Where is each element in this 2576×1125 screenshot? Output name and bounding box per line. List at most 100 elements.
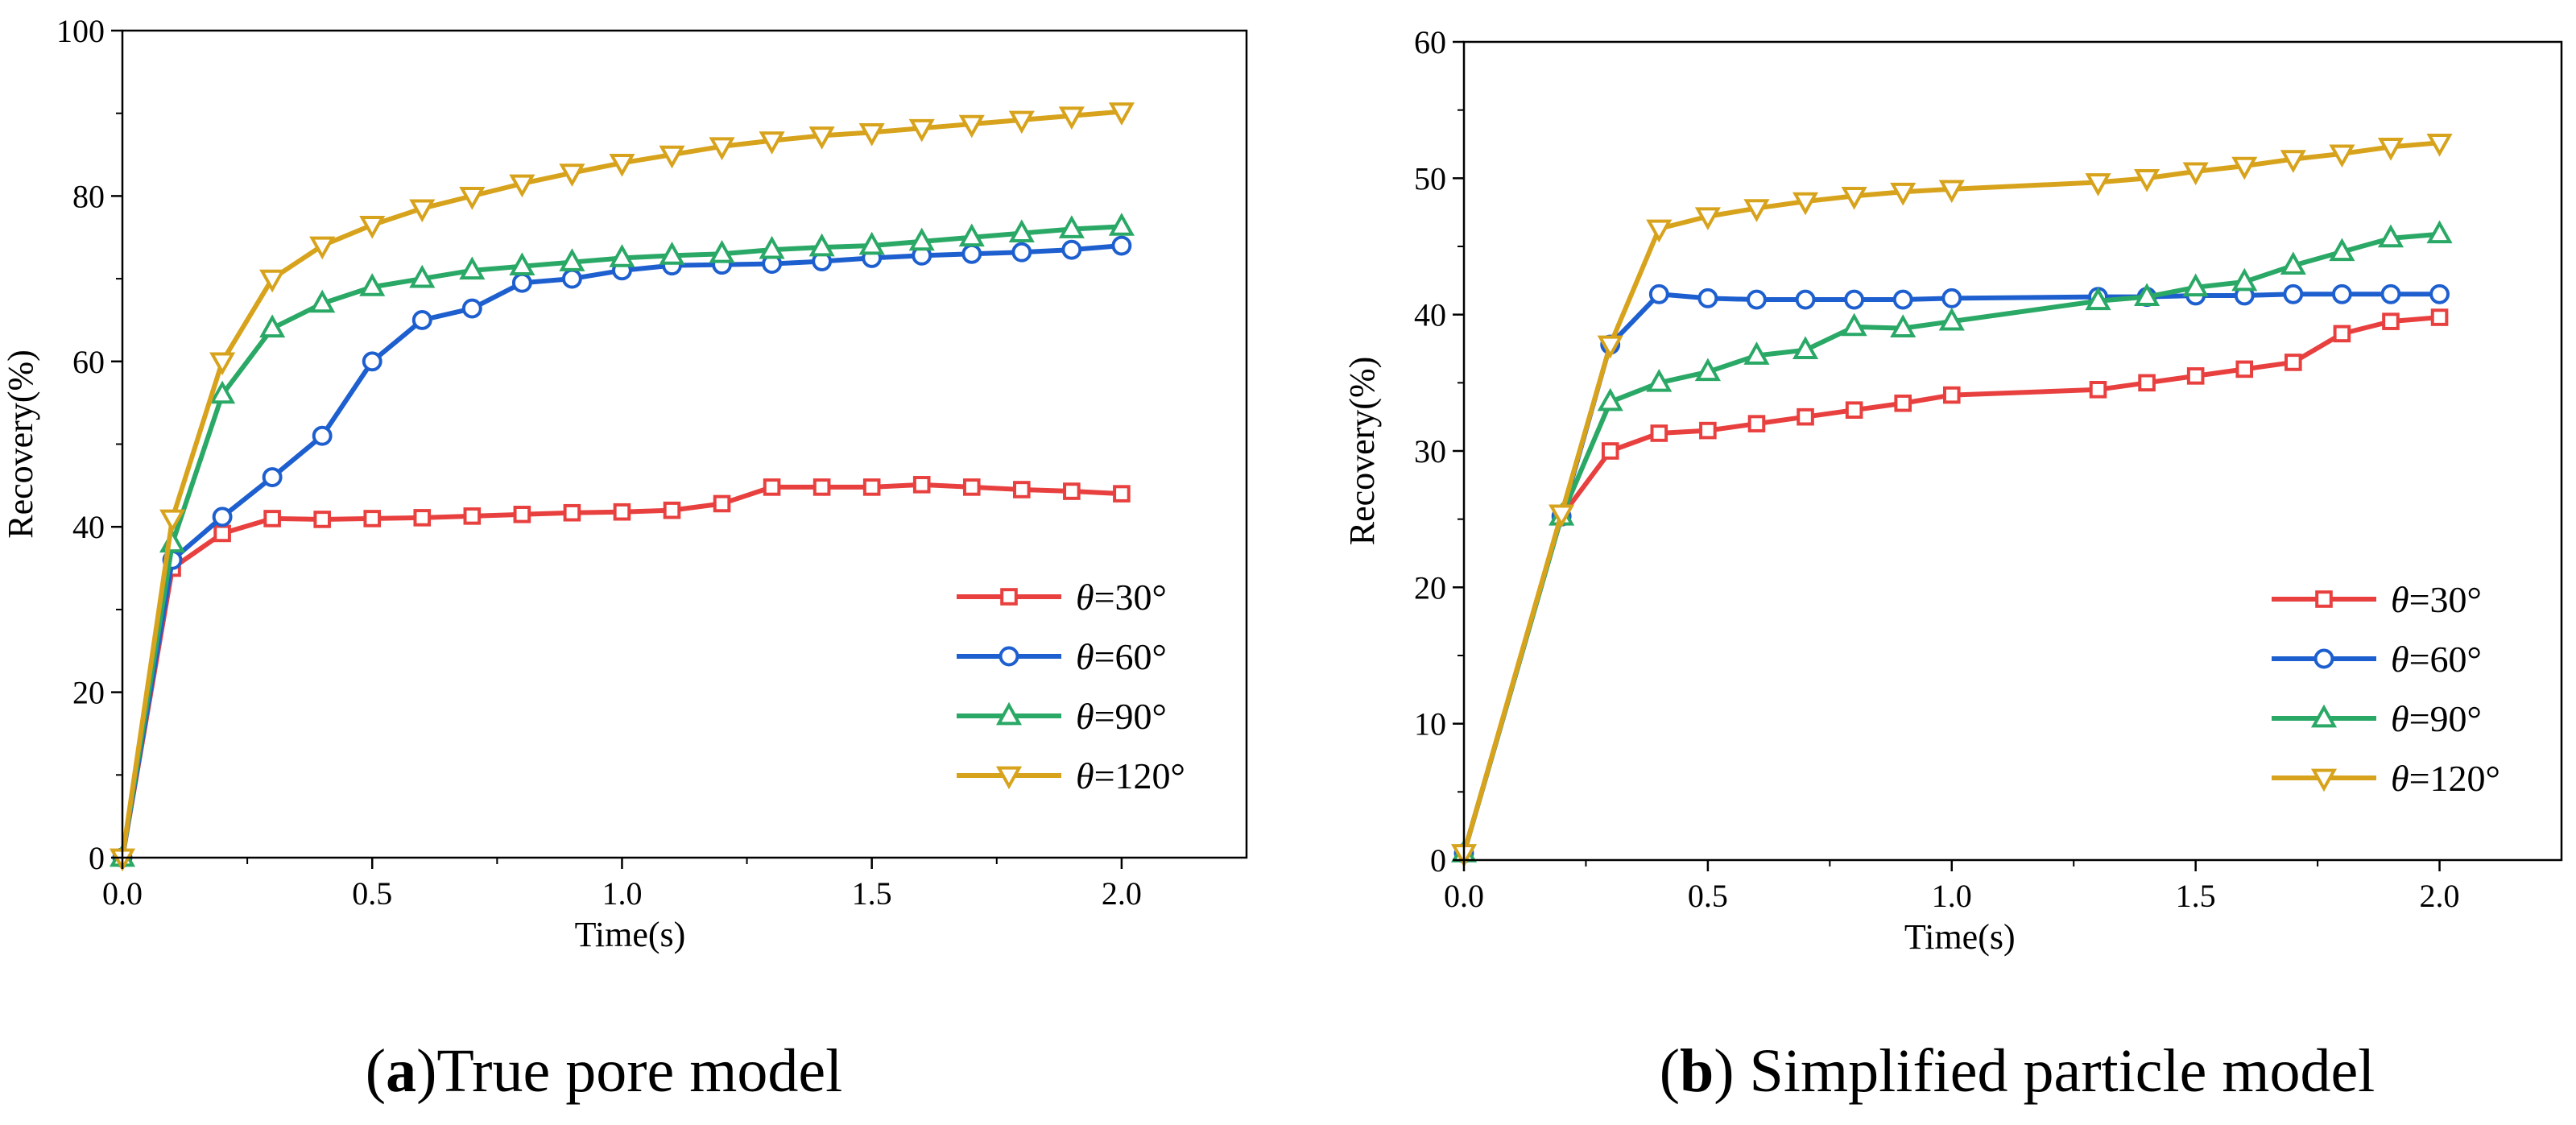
data-point [713,494,731,513]
data-point [209,352,236,376]
series-θ=90° [109,213,1135,867]
data-point [259,314,286,338]
y-tick-label: 80 [72,178,105,214]
data-point [559,163,585,187]
legend-label: θ=30° [2391,579,2482,620]
series-θ=120° [109,102,1135,872]
data-point [509,174,535,198]
data-point [362,351,382,372]
data-point [1646,369,1673,392]
data-point [1108,102,1135,126]
data-point [908,227,935,251]
x-tick-label: 1.5 [2176,878,2216,914]
data-point [2430,308,2449,326]
data-point [1795,289,1816,310]
data-point [513,505,531,523]
x-tick-label: 1.0 [602,875,642,912]
data-point [459,256,486,280]
x-tick-label: 1.5 [852,875,892,912]
data-point [1941,287,1962,308]
data-point [312,425,333,446]
data-point [759,131,785,155]
data-point [1844,289,1865,310]
data-point [2284,354,2302,371]
legend-item: θ=120° [957,755,1185,796]
data-point [1841,186,1867,210]
legend-label: θ=30° [1076,577,1167,618]
legend-item: θ=120° [2272,758,2500,799]
data-point [2138,374,2156,392]
data-point [461,298,482,319]
data-point [1747,289,1767,310]
data-point [1841,312,1867,337]
data-point [1108,213,1135,236]
data-point [2333,325,2351,343]
data-point [2283,283,2304,304]
data-point [509,252,535,276]
x-tick-label: 0.0 [102,875,143,912]
data-point [363,510,382,527]
data-point [561,268,582,289]
data-point [759,235,785,259]
data-point [313,511,331,528]
data-point [908,118,935,143]
data-point [2235,360,2254,378]
panel-caption: (b) Simplified particle model [1660,1037,2375,1105]
data-point [962,478,981,496]
x-tick-label: 0.0 [1444,878,1484,914]
data-point [1743,199,1770,222]
series-θ=60° [112,235,1132,868]
panel-caption: (a)True pore model [366,1037,842,1105]
y-tick-label: 40 [72,509,105,545]
data-point [2329,144,2355,168]
data-point [1747,415,1766,432]
legend-label: θ=90° [2391,698,2482,739]
data-point [263,510,281,527]
data-point [1058,215,1085,238]
data-point [2182,273,2209,297]
y-tick-label: 50 [1414,160,1446,196]
data-point [862,478,881,496]
legend-marker [2315,590,2333,608]
legend-label: θ=60° [2391,639,2482,680]
data-point [663,501,681,519]
x-axis-title: Time(s) [1904,917,2016,957]
data-point [912,476,931,494]
data-point [1942,386,1961,404]
data-point [1938,180,1965,204]
data-point [2085,287,2111,311]
panel-label: a [386,1037,416,1105]
data-point [659,242,685,265]
legend-label: θ=120° [1076,755,1185,796]
data-point [958,114,985,139]
panel-b-chart: 0.0 0.5 1.0 1.5 2.0 0 10 20 30 40 50 60 Recovery(%)… [1342,24,2563,1105]
data-point [2134,283,2160,307]
data-point [2377,224,2404,248]
caption-label: True pore model [436,1037,842,1105]
legend-item: θ=60° [957,636,1167,677]
data-point [309,289,336,313]
data-point [958,223,985,247]
data-point [259,269,286,293]
data-point [1699,421,1717,440]
y-tick-label: 10 [1414,706,1446,742]
data-point [609,244,635,267]
data-point [309,236,336,260]
data-point [1694,207,1721,231]
data-point [1597,387,1623,412]
data-point [409,199,436,223]
data-point [659,145,685,169]
data-point [1938,307,1965,331]
y-axis-title: Recovery(%) [1,349,40,539]
legend-label: θ=60° [1076,636,1167,677]
data-point [1601,442,1619,460]
data-point [2089,381,2107,399]
data-point [1845,401,1863,419]
data-point [1894,394,1912,412]
data-point [961,243,982,264]
data-point [1892,289,1913,310]
legend: θ=30° θ=60° θ=90° θ=120° [957,577,1185,796]
data-point [1011,242,1032,263]
data-point [808,233,835,257]
